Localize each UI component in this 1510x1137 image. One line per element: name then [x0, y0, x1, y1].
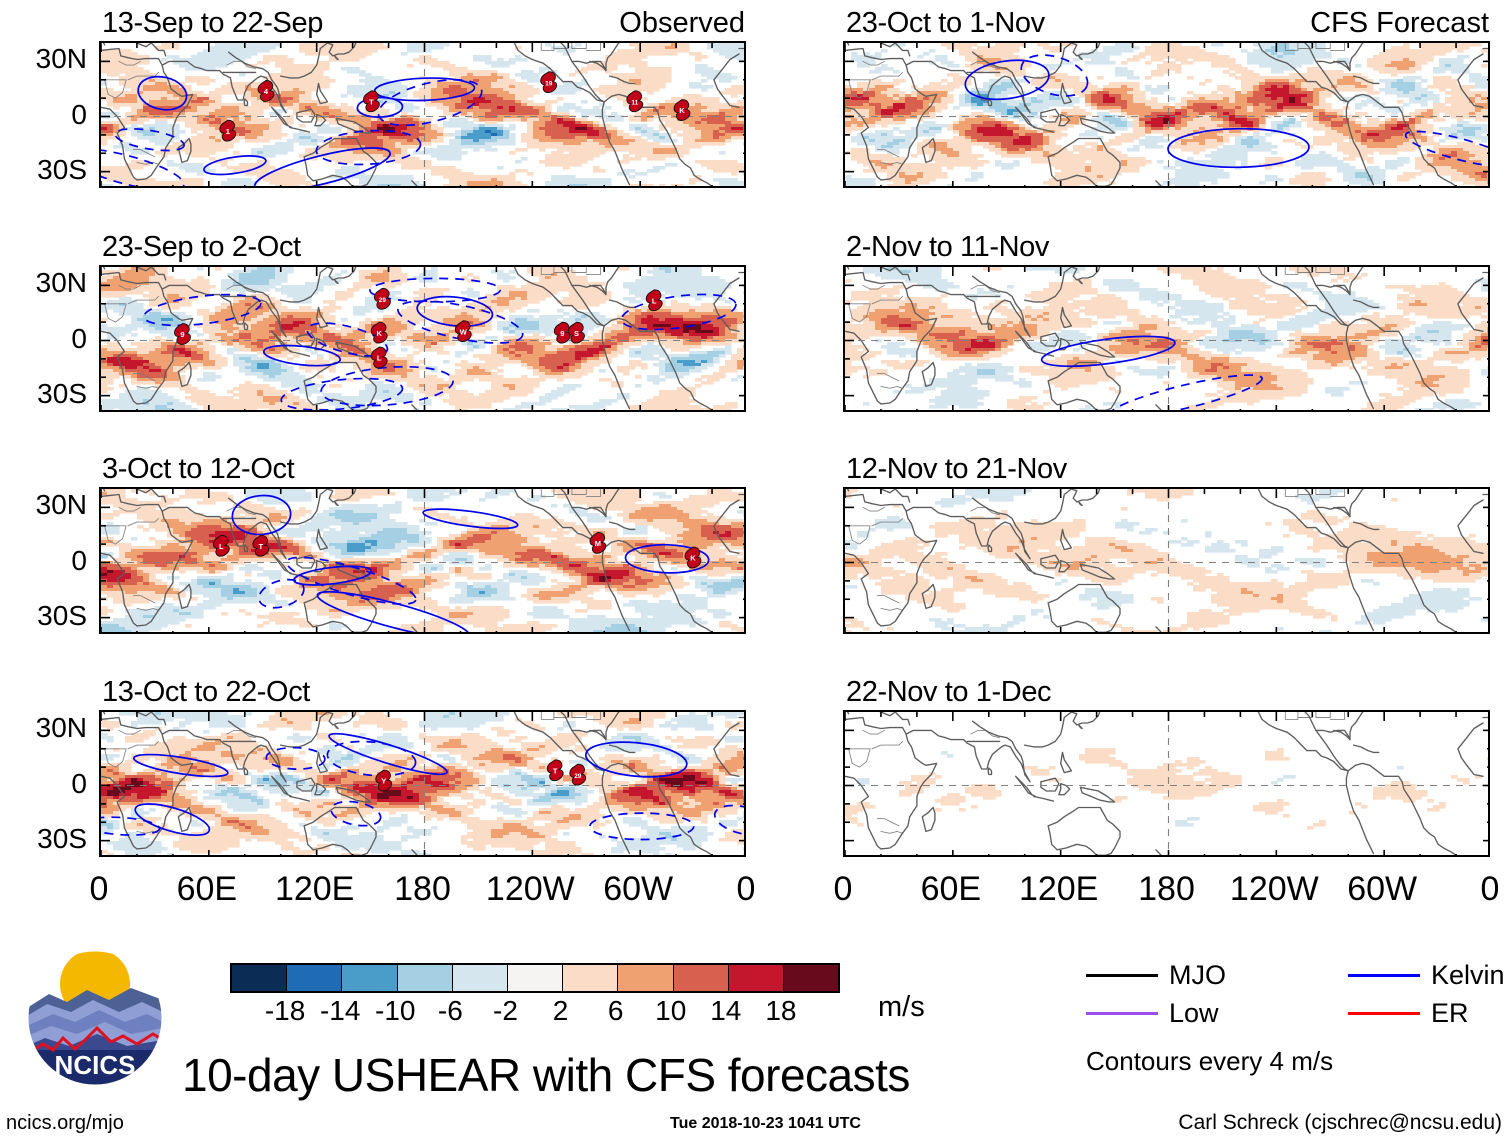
panel-title: 3-Oct to 12-Oct — [102, 455, 295, 484]
map-panel[interactable]: Y T 29 — [99, 710, 746, 857]
x-axis-tick-label: 120E — [275, 872, 354, 906]
colorbar-tick-label: 6 — [608, 997, 624, 1025]
colorbar-tick-label: 18 — [765, 997, 796, 1025]
map-panel[interactable] — [843, 710, 1490, 857]
y-axis-tick-label: 30N — [0, 714, 87, 742]
colorbar-swatch — [563, 965, 619, 991]
colorbar — [230, 963, 840, 993]
x-axis-left: 0 60E 120E 180 120W 60W 0 — [90, 872, 756, 912]
legend-label: MJO — [1169, 962, 1226, 989]
x-axis-tick-label: 0 — [1481, 872, 1500, 906]
colorbar-swatch — [673, 965, 729, 991]
y-axis-tick-label: 30S — [0, 824, 87, 853]
svg-text:1: 1 — [226, 127, 230, 136]
svg-text:11: 11 — [631, 99, 638, 106]
colorbar-tick-label: -2 — [493, 997, 518, 1025]
x-axis-right: 0 60E 120E 180 120W 60W 0 — [834, 872, 1500, 912]
panel-title: 12-Nov to 21-Nov — [846, 455, 1067, 484]
y-axis-tick-label: 0 — [0, 100, 87, 129]
panel-title: 22-Nov to 1-Dec — [846, 678, 1052, 707]
legend-label: ER — [1431, 1000, 1469, 1027]
colorbar-swatch — [342, 965, 398, 991]
panel-title: 23-Sep to 2-Oct — [102, 233, 301, 262]
y-axis-tick-label: 30N — [0, 491, 87, 519]
map-panel[interactable] — [843, 487, 1490, 634]
legend-line-swatch — [1086, 974, 1158, 977]
y-axis-tick-label: 30S — [0, 155, 87, 184]
colorbar-swatch — [397, 965, 453, 991]
footer-timestamp: Tue 2018-10-23 1041 UTC — [670, 1115, 861, 1133]
colorbar-tick-label: -10 — [375, 997, 415, 1025]
svg-text:4: 4 — [264, 87, 269, 96]
y-axis-tick-label: 30N — [0, 45, 87, 73]
panel-title: 2-Nov to 11-Nov — [846, 233, 1049, 262]
x-axis-tick-label: 60E — [921, 872, 982, 906]
legend-entry: Kelvin x2 — [1348, 962, 1510, 989]
y-axis-tick-label: 0 — [0, 324, 87, 353]
colorbar-swatch — [452, 965, 508, 991]
y-axis-tick-label: 30S — [0, 379, 87, 408]
colorbar-tick-label: 10 — [655, 997, 686, 1025]
colorbar-tick-label: -18 — [265, 997, 305, 1025]
x-axis-tick-label: 0 — [90, 872, 109, 906]
legend-entry: MJO — [1086, 962, 1226, 989]
column-header: CFS Forecast — [1310, 9, 1489, 38]
colorbar-tick-label: 14 — [710, 997, 741, 1025]
y-axis-tick-label: 30S — [0, 601, 87, 630]
y-axis-tick-label: 0 — [0, 769, 87, 798]
panel-title: 23-Oct to 1-Nov — [846, 9, 1045, 38]
colorbar-tick-label: 2 — [553, 997, 569, 1025]
figure-title: 10-day USHEAR with CFS forecasts — [182, 1052, 910, 1098]
y-axis-tick-label: 30N — [0, 269, 87, 297]
x-axis-tick-label: 120W — [486, 872, 575, 906]
map-panel[interactable]: 9 29 K L W 9 S L — [99, 265, 746, 412]
contour-interval-note: Contours every 4 m/s — [1086, 1048, 1333, 1074]
colorbar-tick-label: -6 — [438, 997, 463, 1025]
footer-author: Carl Schreck (cjschrec@ncsu.edu) — [1178, 1111, 1502, 1135]
colorbar-swatch — [783, 965, 839, 991]
x-axis-tick-label: 60W — [1347, 872, 1417, 906]
x-axis-tick-label: 120W — [1230, 872, 1319, 906]
colorbar-swatch — [507, 965, 564, 991]
x-axis-tick-label: 60E — [177, 872, 238, 906]
ncics-logo-text: NCICS — [55, 1050, 136, 1080]
svg-text:T: T — [369, 97, 374, 106]
colorbar-swatch — [232, 965, 288, 991]
map-panel[interactable]: 4 T 1 19 11 K — [99, 41, 746, 188]
legend-entry: Low — [1086, 1000, 1219, 1027]
x-axis-tick-label: 0 — [737, 872, 756, 906]
legend-label: Kelvin x2 — [1431, 962, 1510, 989]
map-panel[interactable] — [843, 41, 1490, 188]
x-axis-tick-label: 180 — [1138, 872, 1195, 906]
legend-line-swatch — [1086, 1012, 1158, 1015]
colorbar-swatch — [618, 965, 674, 991]
colorbar-units-label: m/s — [878, 993, 925, 1022]
x-axis-tick-label: 0 — [834, 872, 853, 906]
panel-title: 13-Sep to 22-Sep — [102, 9, 323, 38]
svg-text:K: K — [679, 106, 685, 115]
x-axis-tick-label: 60W — [603, 872, 673, 906]
legend-label: Low — [1169, 1000, 1219, 1027]
ncics-logo: NCICS — [27, 950, 163, 1086]
legend-entry: ER — [1348, 1000, 1469, 1027]
legend-line-swatch — [1348, 1012, 1420, 1015]
x-axis-tick-label: 180 — [394, 872, 451, 906]
colorbar-swatch — [287, 965, 343, 991]
colorbar-swatch — [728, 965, 784, 991]
colorbar-tick-label: -14 — [320, 997, 360, 1025]
x-axis-tick-label: 120E — [1019, 872, 1098, 906]
panel-title: 13-Oct to 22-Oct — [102, 678, 310, 707]
column-header: Observed — [619, 9, 745, 38]
footer-url[interactable]: ncics.org/mjo — [6, 1112, 124, 1135]
legend-line-swatch — [1348, 974, 1420, 977]
svg-text:19: 19 — [545, 80, 553, 87]
y-axis-tick-label: 0 — [0, 546, 87, 575]
map-panel[interactable] — [843, 265, 1490, 412]
